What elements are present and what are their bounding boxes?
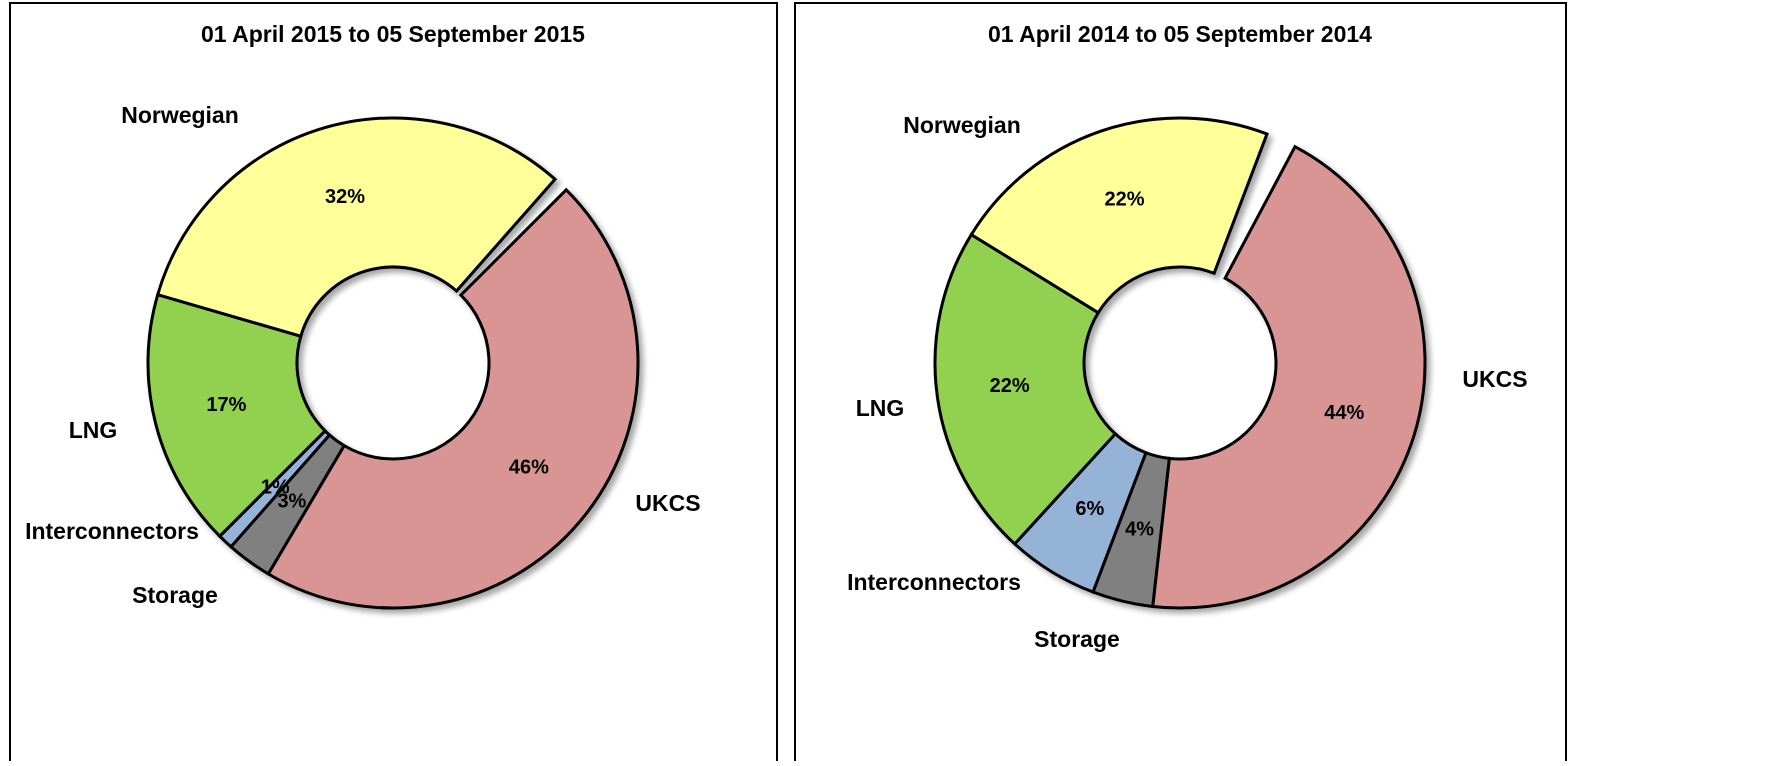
donut-slice xyxy=(969,116,1269,315)
category-label: Interconnectors xyxy=(847,569,1021,595)
category-label: Storage xyxy=(132,582,218,608)
category-label: UKCS xyxy=(635,490,700,516)
data-label: 22% xyxy=(990,375,1030,397)
data-label: 32% xyxy=(325,186,365,208)
category-label: Norwegian xyxy=(121,102,239,128)
donut-slice xyxy=(933,232,1118,547)
data-label: 46% xyxy=(509,457,549,479)
data-label: 4% xyxy=(1125,518,1154,540)
category-label: Storage xyxy=(1034,626,1120,652)
donut xyxy=(146,116,640,610)
donut-slice xyxy=(266,187,640,610)
category-label: UKCS xyxy=(1462,366,1527,392)
data-label: 17% xyxy=(206,394,246,416)
donut xyxy=(933,116,1427,610)
data-label: 1% xyxy=(261,477,290,499)
data-label: 44% xyxy=(1324,402,1364,424)
category-label: Interconnectors xyxy=(25,518,199,544)
donut-slice xyxy=(146,292,328,539)
chart-title: 01 April 2015 to 05 September 2015 xyxy=(201,21,585,47)
data-label: 3% xyxy=(277,490,306,512)
donut-slice xyxy=(155,116,558,339)
category-label: LNG xyxy=(856,395,905,421)
donut-slice xyxy=(1151,144,1427,610)
chart-title: 01 April 2014 to 05 September 2014 xyxy=(988,21,1372,47)
data-label: 6% xyxy=(1075,498,1104,520)
category-label: Norwegian xyxy=(903,112,1021,138)
category-label: LNG xyxy=(69,417,118,443)
data-label: 22% xyxy=(1105,188,1145,210)
